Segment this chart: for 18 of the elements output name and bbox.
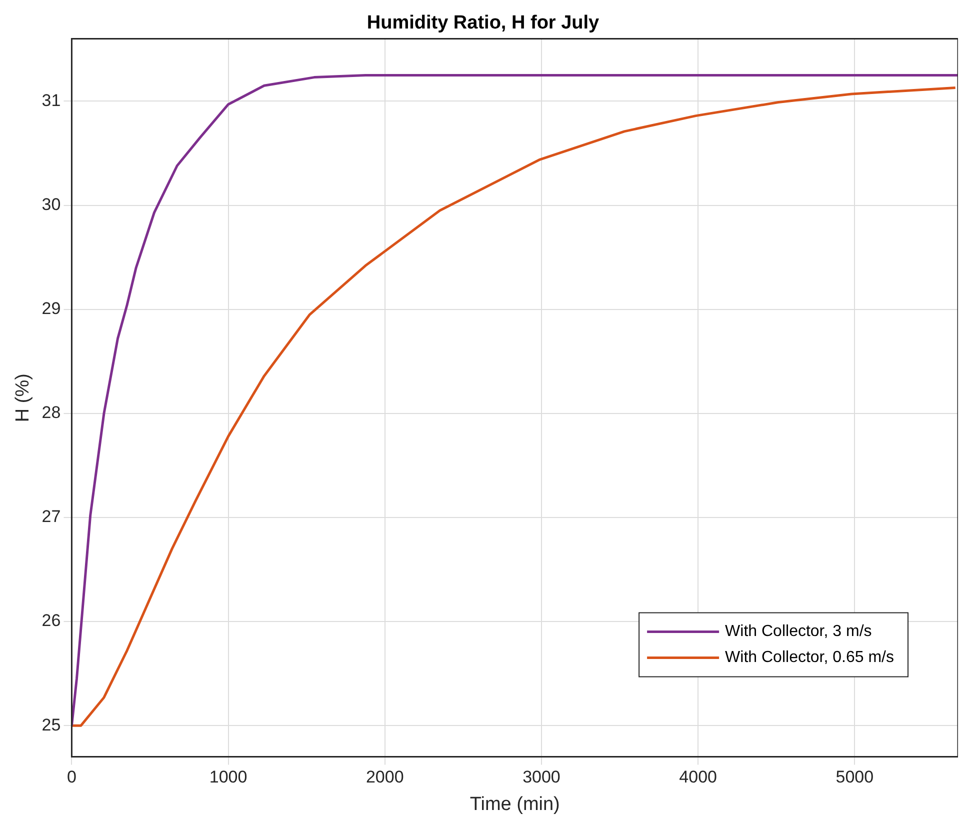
x-axis-title: Time (min)	[470, 794, 560, 815]
x-tick-label: 2000	[366, 768, 404, 787]
x-tick-label: 3000	[522, 768, 560, 787]
y-axis-title: H (%)	[12, 374, 34, 422]
chart-title: Humidity Ratio, H for July	[366, 12, 600, 34]
legend-label: With Collector, 3 m/s	[725, 623, 872, 640]
legend-label: With Collector, 0.65 m/s	[725, 649, 894, 666]
y-tick-label: 31	[42, 90, 61, 110]
y-tick-label: 30	[42, 194, 61, 214]
x-tick-label: 0	[66, 768, 76, 787]
y-tick-label: 29	[42, 299, 61, 318]
x-tick-label: 4000	[679, 768, 717, 787]
x-tick-label: 1000	[209, 768, 248, 787]
y-tick-label: 28	[42, 403, 61, 422]
x-tick-label: 5000	[836, 768, 874, 787]
y-tick-label: 26	[42, 611, 61, 630]
y-tick-label: 27	[42, 507, 61, 526]
y-tick-label: 25	[42, 715, 61, 734]
